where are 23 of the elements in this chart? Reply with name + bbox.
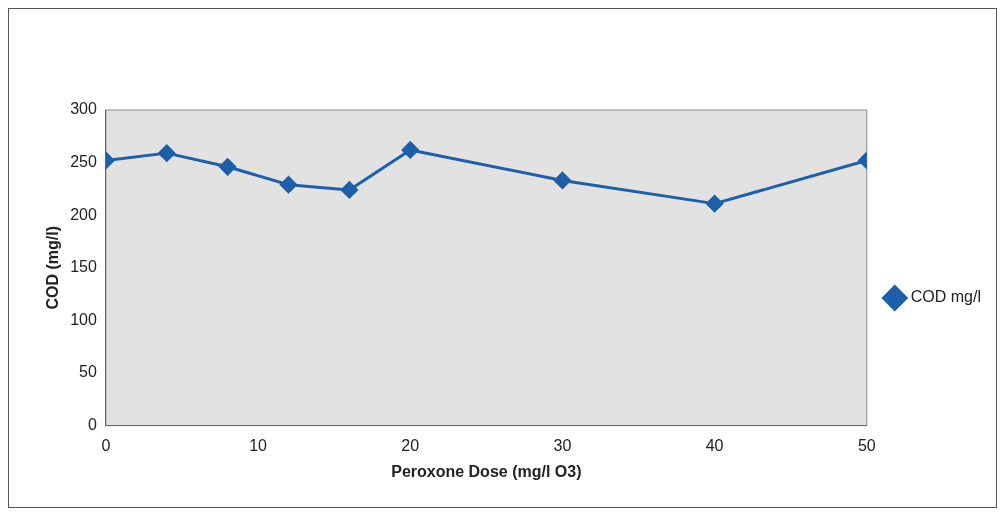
x-tick-label: 10 [249,436,268,454]
x-tick-label: 30 [553,436,572,454]
x-tick-label: 0 [101,436,111,454]
y-tick-label: 100 [70,310,97,328]
point [280,176,298,194]
point [401,141,419,159]
x-tick-label: 20 [401,436,420,454]
y-tick-label: 0 [87,416,97,434]
x-tick-label: 50 [857,436,876,454]
point [553,171,571,189]
point [706,195,724,213]
y-tick-label: 150 [70,258,97,276]
point [219,158,237,176]
legend-label: COD mg/l [910,288,982,306]
y-tick-label: 250 [70,153,97,171]
point [158,144,176,162]
point [340,181,358,199]
y-tick-label: 300 [70,100,97,118]
y-axis-title: COD (mg/l) [44,226,62,310]
x-axis-title: Peroxone Dose (mg/l O3) [391,462,582,480]
x-tick-label: 40 [705,436,724,454]
y-tick-label: 50 [79,363,97,381]
y-tick-label: 200 [70,205,97,223]
